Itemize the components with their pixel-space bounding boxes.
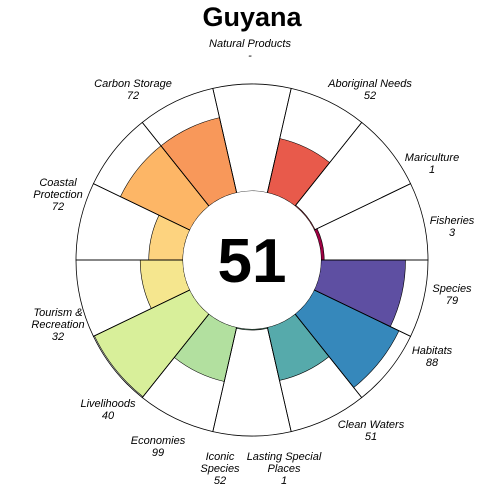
goal-label-natural-products: Natural Products - xyxy=(209,38,291,62)
goal-label-economies: Economies 99 xyxy=(131,435,186,459)
goal-label-tourism-and-recreation: Tourism & Recreation 32 xyxy=(31,307,84,343)
goal-label-clean-waters: Clean Waters 51 xyxy=(338,419,405,443)
goal-label-mariculture: Mariculture 1 xyxy=(405,152,459,176)
chart-title: Guyana xyxy=(202,2,302,32)
goal-label-fisheries: Fisheries 3 xyxy=(430,215,475,239)
center-circle xyxy=(183,191,321,329)
goal-label-species: Species 79 xyxy=(432,283,472,307)
goal-label-habitats: Habitats 88 xyxy=(412,345,453,369)
center-score: 51 xyxy=(218,227,287,296)
goal-label-aboriginal-needs: Aboriginal Needs 52 xyxy=(327,78,412,102)
goal-label-carbon-storage: Carbon Storage 72 xyxy=(94,78,172,102)
goal-label-lasting-special-places: Lasting Special Places 1 xyxy=(247,451,322,487)
goal-label-iconic-species: Iconic Species 52 xyxy=(200,451,240,487)
goal-label-livelihoods: Livelihoods 40 xyxy=(80,398,136,422)
goal-label-coastal-protection: Coastal Protection 72 xyxy=(33,177,83,213)
labels-layer: Natural Products - Aboriginal Needs 52 Maric… xyxy=(31,38,474,487)
petal-outline-fisheries xyxy=(313,183,429,261)
